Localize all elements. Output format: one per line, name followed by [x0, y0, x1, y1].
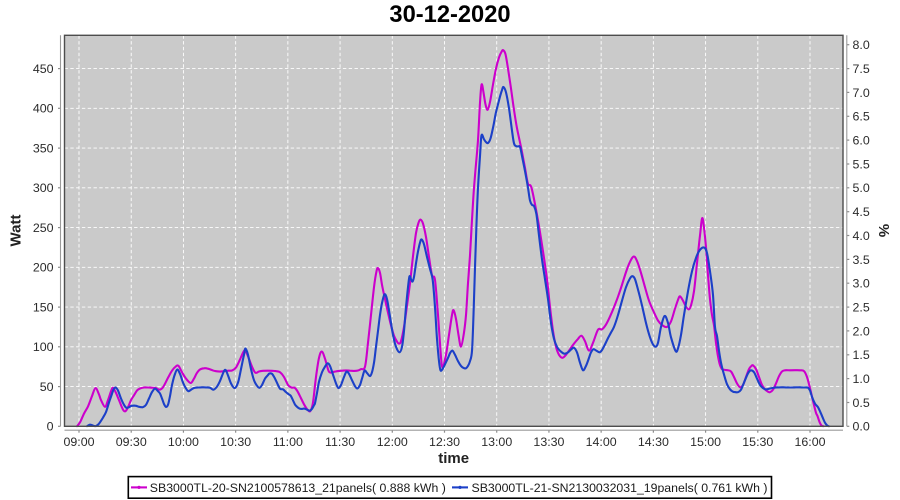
svg-text:400: 400	[33, 102, 54, 116]
svg-text:15:00: 15:00	[690, 435, 721, 449]
svg-text:14:00: 14:00	[586, 435, 617, 449]
svg-text:13:00: 13:00	[481, 435, 512, 449]
svg-text:100: 100	[33, 340, 54, 354]
svg-text:11:30: 11:30	[325, 435, 355, 449]
svg-text:2.0: 2.0	[853, 324, 870, 338]
svg-text:7.0: 7.0	[853, 86, 870, 100]
svg-text:13:30: 13:30	[533, 435, 564, 449]
svg-text:11:00: 11:00	[273, 435, 303, 449]
svg-text:09:30: 09:30	[116, 435, 147, 449]
svg-text:3.0: 3.0	[853, 277, 870, 291]
svg-text:300: 300	[33, 181, 54, 195]
svg-text:200: 200	[33, 261, 54, 275]
svg-text:7.5: 7.5	[853, 62, 870, 76]
svg-text:0.5: 0.5	[853, 396, 870, 410]
svg-text:30-12-2020: 30-12-2020	[389, 2, 510, 28]
svg-text:0: 0	[47, 420, 54, 434]
svg-text:5.0: 5.0	[853, 181, 870, 195]
svg-text:12:30: 12:30	[429, 435, 460, 449]
svg-text:12:00: 12:00	[377, 435, 408, 449]
svg-text:6.5: 6.5	[853, 110, 870, 124]
svg-text:6.0: 6.0	[853, 134, 870, 148]
svg-text:SB3000TL-21-SN2130032031_19pan: SB3000TL-21-SN2130032031_19panels( 0.761…	[472, 481, 768, 495]
svg-text:2.5: 2.5	[853, 301, 870, 315]
svg-text:09:00: 09:00	[63, 435, 94, 449]
svg-text:250: 250	[33, 221, 54, 235]
svg-text:8.0: 8.0	[853, 38, 870, 52]
svg-text:Watt: Watt	[8, 215, 25, 247]
svg-text:14:30: 14:30	[638, 435, 669, 449]
svg-text:5.5: 5.5	[853, 157, 870, 171]
svg-text:1.5: 1.5	[853, 348, 870, 362]
svg-text:10:00: 10:00	[168, 435, 199, 449]
svg-text:time: time	[438, 450, 469, 467]
svg-text:0.0: 0.0	[853, 420, 870, 434]
svg-text:SB3000TL-20-SN2100578613_21pan: SB3000TL-20-SN2100578613_21panels( 0.888…	[150, 481, 446, 495]
svg-text:150: 150	[33, 301, 54, 315]
svg-text:450: 450	[33, 62, 54, 76]
svg-text:15:30: 15:30	[742, 435, 773, 449]
svg-text:10:30: 10:30	[220, 435, 251, 449]
svg-text:4.0: 4.0	[853, 229, 870, 243]
svg-text:4.5: 4.5	[853, 205, 870, 219]
svg-text:16:00: 16:00	[795, 435, 826, 449]
svg-text:%: %	[875, 224, 892, 237]
svg-text:350: 350	[33, 142, 54, 156]
svg-text:3.5: 3.5	[853, 253, 870, 267]
svg-text:1.0: 1.0	[853, 372, 870, 386]
svg-text:50: 50	[40, 380, 54, 394]
